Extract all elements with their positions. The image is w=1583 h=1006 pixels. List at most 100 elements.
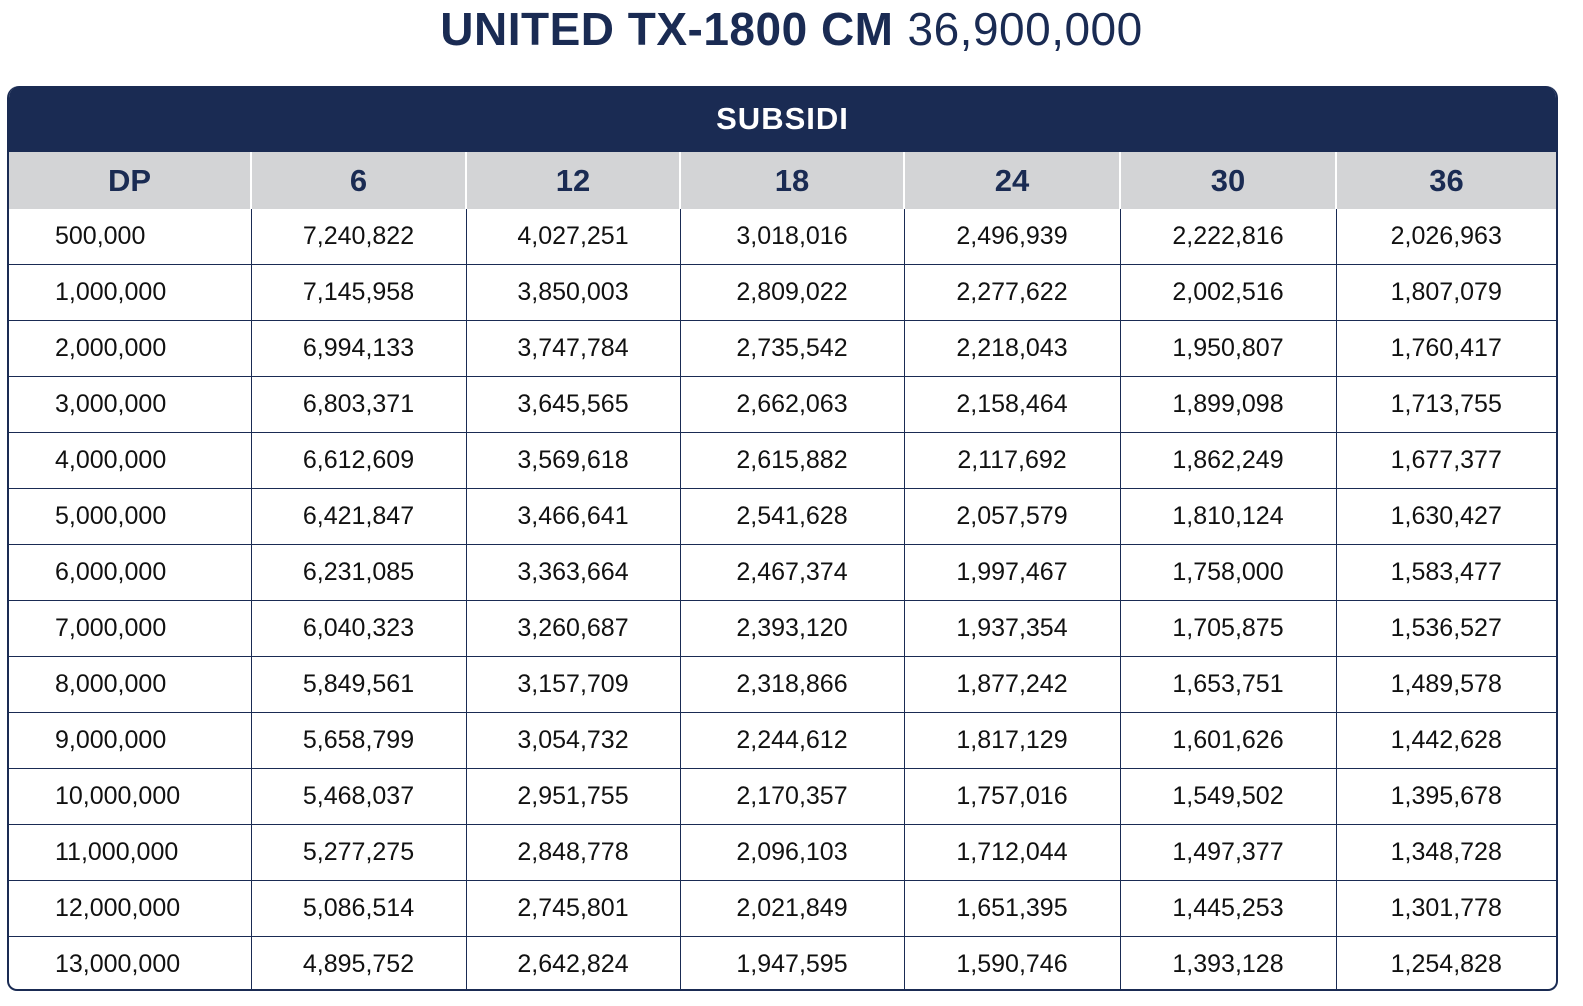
installment-cell: 2,096,103	[679, 824, 904, 881]
table-row: 4,000,000 6,612,609 3,569,618 2,615,882 2,11…	[9, 432, 1556, 489]
dp-cell: 500,000	[55, 222, 146, 250]
installment-cell: 5,277,275	[250, 824, 466, 881]
installment-cell: 1,817,129	[903, 712, 1120, 769]
installment-cell: 1,807,079	[1335, 264, 1556, 321]
dp-cell: 3,000,000	[9, 376, 251, 433]
installment-cell: 1,677,377	[1335, 432, 1556, 489]
column-header-tenor-6: 6	[250, 152, 466, 209]
installment-cell: 1,489,578	[1335, 656, 1556, 713]
installment-cell: 1,862,249	[1119, 432, 1336, 489]
installment-cell: 2,222,816	[1119, 209, 1336, 265]
installment-cell: 1,877,242	[903, 656, 1120, 713]
dp-cell: 13,000,000	[9, 936, 251, 989]
installment-cell: 6,803,371	[250, 376, 466, 433]
installment-cell: 3,054,732	[465, 712, 680, 769]
table-body: 500,000 7,240,822 4,027,251 3,018,016 2,496,…	[9, 209, 1556, 989]
column-header-dp: DP	[9, 152, 251, 209]
installment-cell: 2,745,801	[465, 880, 680, 937]
installment-cell: 3,466,641	[465, 488, 680, 545]
installment-cell: 1,997,467	[903, 544, 1120, 601]
product-model: UNITED TX-1800 CM	[440, 3, 894, 55]
dp-cell: 7,000,000	[9, 600, 251, 657]
installment-cell: 6,612,609	[250, 432, 466, 489]
dp-cell: 4,000,000	[9, 432, 251, 489]
installment-cell: 2,002,516	[1119, 264, 1336, 321]
dp-cell: 12,000,000	[9, 880, 251, 937]
table-header-row: DP 6 12 18 24 30 36	[9, 152, 1556, 209]
installment-cell: 1,497,377	[1119, 824, 1336, 881]
installment-cell: 2,848,778	[465, 824, 680, 881]
installment-cell: 1,590,746	[903, 936, 1120, 989]
table-row: 500,000 7,240,822 4,027,251 3,018,016 2,496,…	[9, 209, 1556, 265]
installment-cell: 6,994,133	[250, 320, 466, 377]
installment-cell: 2,318,866	[679, 656, 904, 713]
installment-cell: 3,260,687	[465, 600, 680, 657]
installment-cell: 2,642,824	[465, 936, 680, 989]
installment-cell: 6,421,847	[250, 488, 466, 545]
installment-table-card: SUBSIDI DP 6 12 18 24 30 36 500,000 7,240,822 4,…	[7, 86, 1558, 991]
table-row: 1,000,000 7,145,958 3,850,003 2,809,022 2,27…	[9, 264, 1556, 321]
installment-cell: 1,712,044	[903, 824, 1120, 881]
installment-cell: 1,395,678	[1335, 768, 1556, 825]
installment-cell: 3,645,565	[465, 376, 680, 433]
dp-cell: 2,000,000	[9, 320, 251, 377]
dp-cell: 5,000,000	[9, 488, 251, 545]
table-row: 9,000,000 5,658,799 3,054,732 2,244,612 1,81…	[9, 712, 1556, 769]
installment-cell: 7,145,958	[250, 264, 466, 321]
installment-cell: 1,653,751	[1119, 656, 1336, 713]
installment-cell: 2,809,022	[679, 264, 904, 321]
table-row: 13,000,000 4,895,752 2,642,824 1,947,595 1,5…	[9, 936, 1556, 989]
installment-cell: 4,027,251	[465, 209, 680, 265]
installment-cell: 2,393,120	[679, 600, 904, 657]
installment-cell: 4,895,752	[250, 936, 466, 989]
installment-cell: 2,496,939	[903, 209, 1120, 265]
installment-cell: 1,947,595	[679, 936, 904, 989]
installment-cell: 2,951,755	[465, 768, 680, 825]
installment-cell: 1,758,000	[1119, 544, 1336, 601]
installment-cell: 2,615,882	[679, 432, 904, 489]
installment-cell: 3,363,664	[465, 544, 680, 601]
installment-cell: 1,442,628	[1335, 712, 1556, 769]
dp-cell: 11,000,000	[9, 824, 251, 881]
table-row: 7,000,000 6,040,323 3,260,687 2,393,120 1,93…	[9, 600, 1556, 657]
installment-cell: 3,747,784	[465, 320, 680, 377]
installment-cell: 2,735,542	[679, 320, 904, 377]
page-title: UNITED TX-1800 CM 36,900,000	[0, 0, 1583, 58]
installment-cell: 2,467,374	[679, 544, 904, 601]
installment-cell: 2,170,357	[679, 768, 904, 825]
table-row: 8,000,000 5,849,561 3,157,709 2,318,866 1,87…	[9, 656, 1556, 713]
column-header-tenor-30: 30	[1119, 152, 1336, 209]
dp-cell: 6,000,000	[9, 544, 251, 601]
installment-cell: 1,705,875	[1119, 600, 1336, 657]
installment-cell: 2,244,612	[679, 712, 904, 769]
table-row: 6,000,000 6,231,085 3,363,664 2,467,374 1,99…	[9, 544, 1556, 601]
installment-cell: 1,536,527	[1335, 600, 1556, 657]
dp-cell: 8,000,000	[9, 656, 251, 713]
installment-cell: 3,018,016	[679, 209, 904, 265]
installment-cell: 1,760,417	[1335, 320, 1556, 377]
table-banner: SUBSIDI	[9, 86, 1556, 152]
installment-cell: 6,040,323	[250, 600, 466, 657]
installment-cell: 2,026,963	[1335, 209, 1556, 265]
installment-cell: 1,445,253	[1119, 880, 1336, 937]
installment-table: DP 6 12 18 24 30 36 500,000 7,240,822 4,027,251 3…	[9, 152, 1556, 989]
installment-cell: 5,849,561	[250, 656, 466, 713]
column-header-tenor-36: 36	[1335, 152, 1556, 209]
installment-cell: 5,468,037	[250, 768, 466, 825]
installment-cell: 1,937,354	[903, 600, 1120, 657]
table-row: 2,000,000 6,994,133 3,747,784 2,735,542 2,21…	[9, 320, 1556, 377]
table-row: 10,000,000 5,468,037 2,951,755 2,170,357 1,7…	[9, 768, 1556, 825]
dp-cell: 9,000,000	[9, 712, 251, 769]
installment-cell: 5,658,799	[250, 712, 466, 769]
installment-cell: 1,301,778	[1335, 880, 1556, 937]
installment-cell: 7,240,822	[250, 209, 466, 265]
installment-cell: 1,899,098	[1119, 376, 1336, 433]
table-row: 3,000,000 6,803,371 3,645,565 2,662,063 2,15…	[9, 376, 1556, 433]
product-price: 36,900,000	[907, 3, 1143, 55]
installment-cell: 2,021,849	[679, 880, 904, 937]
installment-cell: 2,541,628	[679, 488, 904, 545]
installment-cell: 1,810,124	[1119, 488, 1336, 545]
installment-cell: 1,254,828	[1335, 936, 1556, 989]
installment-cell: 2,277,622	[903, 264, 1120, 321]
installment-cell: 1,583,477	[1335, 544, 1556, 601]
